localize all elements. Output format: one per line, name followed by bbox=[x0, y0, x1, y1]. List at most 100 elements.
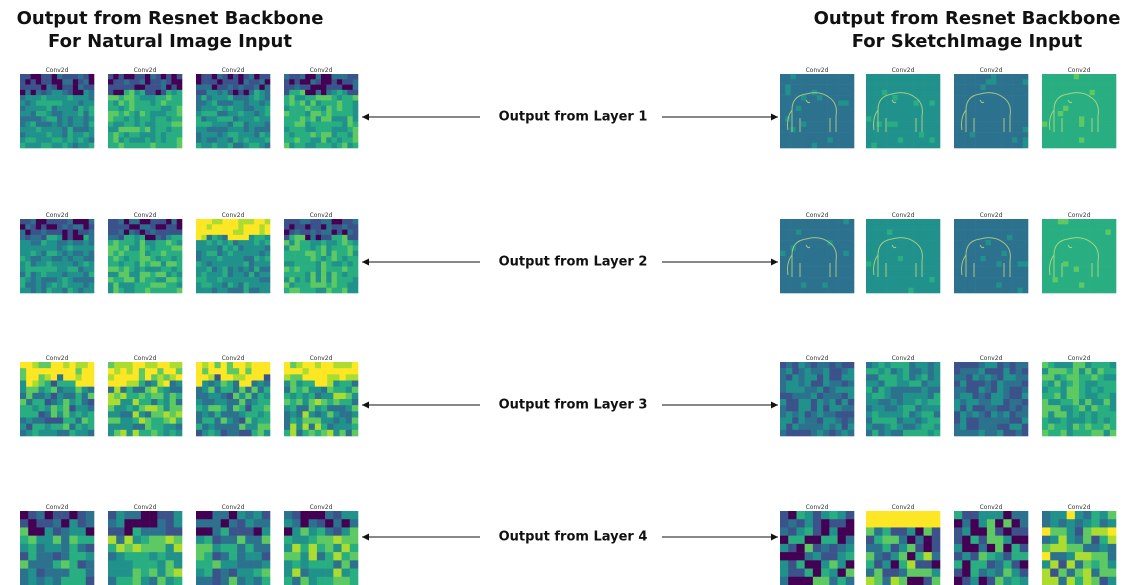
pixel bbox=[73, 74, 79, 80]
pixel bbox=[903, 127, 909, 133]
pixel bbox=[801, 143, 807, 149]
pixel bbox=[799, 430, 805, 436]
pixel bbox=[996, 116, 1002, 122]
pixel bbox=[201, 256, 207, 262]
pixel bbox=[885, 362, 891, 368]
pixel bbox=[46, 256, 52, 262]
pixel bbox=[337, 100, 343, 106]
pixel bbox=[885, 424, 891, 430]
pixel bbox=[315, 393, 321, 399]
pixel bbox=[217, 267, 223, 273]
pixel bbox=[996, 288, 1002, 294]
pixel bbox=[970, 230, 976, 236]
pixel bbox=[139, 418, 145, 424]
pixel bbox=[119, 219, 125, 225]
pixel bbox=[170, 430, 176, 436]
pixel bbox=[32, 411, 38, 417]
pixel bbox=[68, 277, 74, 283]
pixel bbox=[1084, 261, 1090, 267]
pixel bbox=[1063, 277, 1069, 283]
pixel bbox=[310, 132, 316, 138]
pixel bbox=[238, 245, 244, 251]
pixel bbox=[289, 219, 295, 225]
pixel bbox=[284, 95, 290, 101]
pixel bbox=[129, 116, 135, 122]
pixel bbox=[812, 116, 818, 122]
pixel bbox=[129, 137, 135, 143]
pixel bbox=[254, 116, 260, 122]
pixel bbox=[1023, 245, 1029, 251]
pixel bbox=[975, 272, 981, 278]
pixel bbox=[36, 90, 42, 96]
pixel bbox=[69, 411, 75, 417]
pixel bbox=[69, 374, 75, 380]
pixel bbox=[217, 111, 223, 117]
pixel bbox=[973, 387, 979, 393]
pixel bbox=[317, 536, 326, 545]
pixel bbox=[1091, 527, 1100, 536]
pixel bbox=[1063, 288, 1069, 294]
pixel bbox=[1050, 536, 1059, 545]
pixel bbox=[254, 95, 260, 101]
pixel bbox=[1067, 536, 1076, 545]
pixel bbox=[129, 272, 135, 278]
pixel bbox=[295, 132, 301, 138]
pixel bbox=[57, 418, 63, 424]
pixel bbox=[244, 224, 250, 230]
pixel bbox=[806, 282, 812, 288]
pixel bbox=[164, 362, 170, 368]
pixel bbox=[780, 577, 789, 585]
pixel bbox=[140, 219, 146, 225]
pixel bbox=[871, 122, 877, 128]
pixel bbox=[76, 368, 82, 374]
pixel bbox=[284, 79, 290, 85]
pixel bbox=[882, 560, 891, 569]
pixel bbox=[52, 143, 58, 149]
pixel bbox=[83, 235, 89, 241]
pixel bbox=[208, 418, 214, 424]
pixel bbox=[57, 251, 63, 257]
feature-map bbox=[780, 74, 854, 148]
pixel bbox=[36, 100, 42, 106]
pixel bbox=[196, 511, 205, 520]
pixel bbox=[252, 411, 258, 417]
pixel bbox=[289, 288, 295, 294]
pixel bbox=[924, 74, 930, 80]
pixel bbox=[986, 240, 992, 246]
pixel bbox=[238, 224, 244, 230]
pixel bbox=[258, 399, 264, 405]
pixel bbox=[924, 519, 933, 528]
pixel bbox=[891, 430, 897, 436]
pixel bbox=[174, 552, 183, 561]
pixel bbox=[20, 85, 26, 91]
pixel bbox=[217, 132, 223, 138]
pixel bbox=[866, 132, 872, 138]
pixel bbox=[140, 100, 146, 106]
pixel bbox=[300, 100, 306, 106]
panel-title: Conv2d bbox=[222, 67, 245, 74]
pixel bbox=[161, 282, 167, 288]
pixel bbox=[791, 288, 797, 294]
pixel bbox=[805, 552, 814, 561]
pixel bbox=[212, 519, 221, 528]
pixel bbox=[1084, 143, 1090, 149]
pixel bbox=[347, 256, 353, 262]
pixel bbox=[959, 95, 965, 101]
pixel bbox=[233, 393, 239, 399]
pixel bbox=[207, 224, 213, 230]
pixel bbox=[877, 111, 883, 117]
pixel bbox=[980, 240, 986, 246]
pixel bbox=[316, 106, 322, 112]
pixel bbox=[898, 256, 904, 262]
pixel bbox=[254, 288, 260, 294]
pixel bbox=[1023, 79, 1029, 85]
pixel bbox=[903, 74, 909, 80]
pixel bbox=[229, 560, 238, 569]
pixel bbox=[321, 106, 327, 112]
pixel bbox=[1042, 90, 1048, 96]
pixel bbox=[305, 224, 311, 230]
pixel bbox=[238, 127, 244, 133]
pixel bbox=[1058, 277, 1064, 283]
pixel bbox=[166, 511, 175, 520]
pixel bbox=[1100, 137, 1106, 143]
